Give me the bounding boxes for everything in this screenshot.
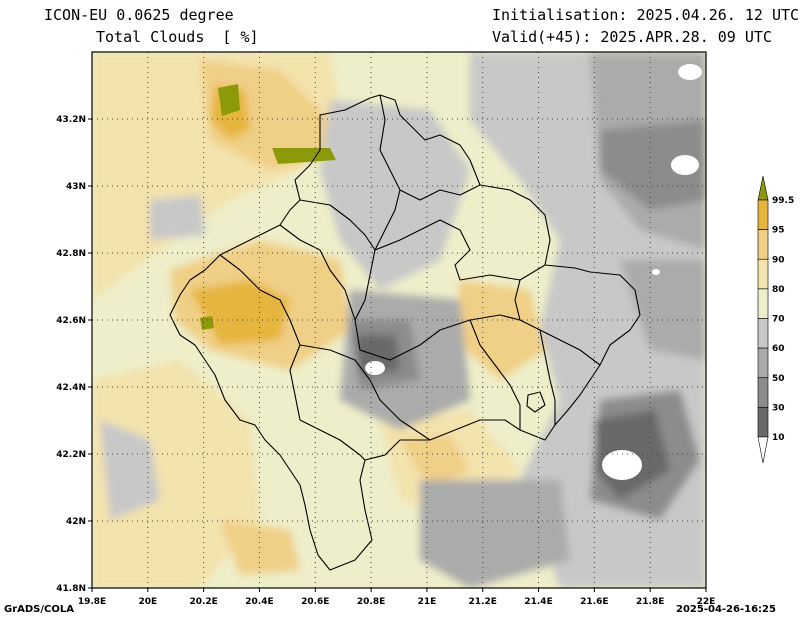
cloud-patch-east-gray <box>620 260 706 360</box>
clear-sky-patch-center <box>365 361 385 375</box>
border-west-interior <box>219 254 301 421</box>
lat-tick-label: 42.6N <box>56 316 86 326</box>
border-west-central <box>279 224 356 321</box>
model-title: ICON-EU 0.0625 degree <box>44 6 234 24</box>
cloud-max-patch-north <box>218 84 240 116</box>
cloud-patch-center-east <box>455 280 545 380</box>
cloud-patch-sw-gray <box>100 420 160 520</box>
lon-tick-label: 20.2E <box>189 597 217 607</box>
software-credit: GrADS/COLA <box>4 604 74 615</box>
lon-tick-label: 22E <box>697 597 716 607</box>
valid-time: Valid(+45): 2025.APR.28. 09 UTC <box>492 28 772 46</box>
lon-tick-label: 20E <box>138 597 157 607</box>
lat-tick-label: 41.8N <box>56 584 86 594</box>
colorbar-label: 50 <box>772 374 785 384</box>
cloud-patch-south-gray <box>420 480 570 588</box>
lon-tick-label: 21.4E <box>524 597 552 607</box>
cloud-patch-west-core <box>190 280 290 345</box>
cloud-max-patch-north-east <box>272 148 336 164</box>
colorbar-label: 80 <box>772 285 785 295</box>
cloud-patch-south <box>220 520 300 575</box>
colorbar-label: 90 <box>772 255 785 265</box>
colorbar-segment <box>757 199 769 230</box>
cloud-field <box>92 52 706 588</box>
cloud-max-patch-west <box>200 316 214 330</box>
variable-title: Total Clouds [ %] <box>96 28 259 46</box>
render-timestamp: 2025-04-26-16:25 <box>676 604 776 615</box>
lon-tick-label: 20.8E <box>357 597 385 607</box>
lat-tick-label: 43N <box>66 182 86 192</box>
cloud-patch-center-north <box>320 100 470 290</box>
lon-tick-label: 20.4E <box>245 597 273 607</box>
border-south-interior <box>299 344 431 441</box>
colorbar-bottom-arrow <box>757 436 769 464</box>
colorbar-label: 70 <box>772 315 785 325</box>
cloud-patch-sw <box>92 360 260 588</box>
administrative-borders <box>169 94 641 571</box>
colorbar-label: 30 <box>772 403 785 413</box>
colorbar-segment <box>757 377 769 408</box>
lat-tick-label: 42N <box>66 517 86 527</box>
colorbar-label: 95 <box>772 226 785 236</box>
clear-sky-patch-ne-corner <box>678 64 702 80</box>
clear-sky-spot-east <box>652 269 660 275</box>
cloud-patch-center-south-core <box>400 435 470 490</box>
clear-sky-patch-se <box>602 450 642 480</box>
lon-tick-label: 21.2E <box>469 597 497 607</box>
border-lake <box>526 391 546 413</box>
colorbar-legend: 99.5 95 90 80 70 60 50 30 10 <box>757 175 794 464</box>
border-center-south <box>354 314 601 366</box>
lat-tick-label: 42.2N <box>56 450 86 460</box>
lon-tick-label: 21.8E <box>636 597 664 607</box>
lon-tick-label: 21.6E <box>580 597 608 607</box>
lon-tick-label: 21E <box>418 597 437 607</box>
cloud-patch-ne-dark <box>600 120 706 210</box>
border-north-interior <box>299 199 376 321</box>
colorbar-label: 60 <box>772 344 785 354</box>
clear-sky-patch-ne <box>671 155 699 175</box>
border-east-south <box>539 329 556 425</box>
outer-border <box>169 94 641 571</box>
lon-tick-label: 19.8E <box>78 597 106 607</box>
border-east-small <box>514 279 521 321</box>
colorbar-top-arrow <box>757 175 769 201</box>
map-axes: 19.8E 20E 20.2E 20.4E 20.6E 20.8E 21E 21.2E 21.4… <box>56 115 715 607</box>
colorbar-segment <box>757 407 769 438</box>
colorbar-segment <box>757 229 769 260</box>
lat-tick-label: 42.4N <box>56 383 86 393</box>
lat-tick-label: 42.8N <box>56 249 86 259</box>
colorbar-segment <box>757 318 769 349</box>
border-south <box>299 419 366 461</box>
colorbar-segment <box>757 347 769 379</box>
border-east-interior <box>469 319 521 430</box>
initialisation-time: Initialisation: 2025.04.26. 12 UTC <box>492 6 800 24</box>
colorbar-segment <box>757 258 769 290</box>
colorbar-label: 10 <box>772 433 785 443</box>
lat-tick-label: 43.2N <box>56 115 86 125</box>
lon-tick-label: 20.6E <box>301 597 329 607</box>
border-north-center <box>374 189 401 251</box>
colorbar-segment <box>757 288 769 319</box>
cloud-patch-west-gray <box>150 195 205 240</box>
colorbar-label: 99.5 <box>772 196 794 206</box>
border-center <box>459 264 546 281</box>
border-center-north <box>374 219 471 281</box>
